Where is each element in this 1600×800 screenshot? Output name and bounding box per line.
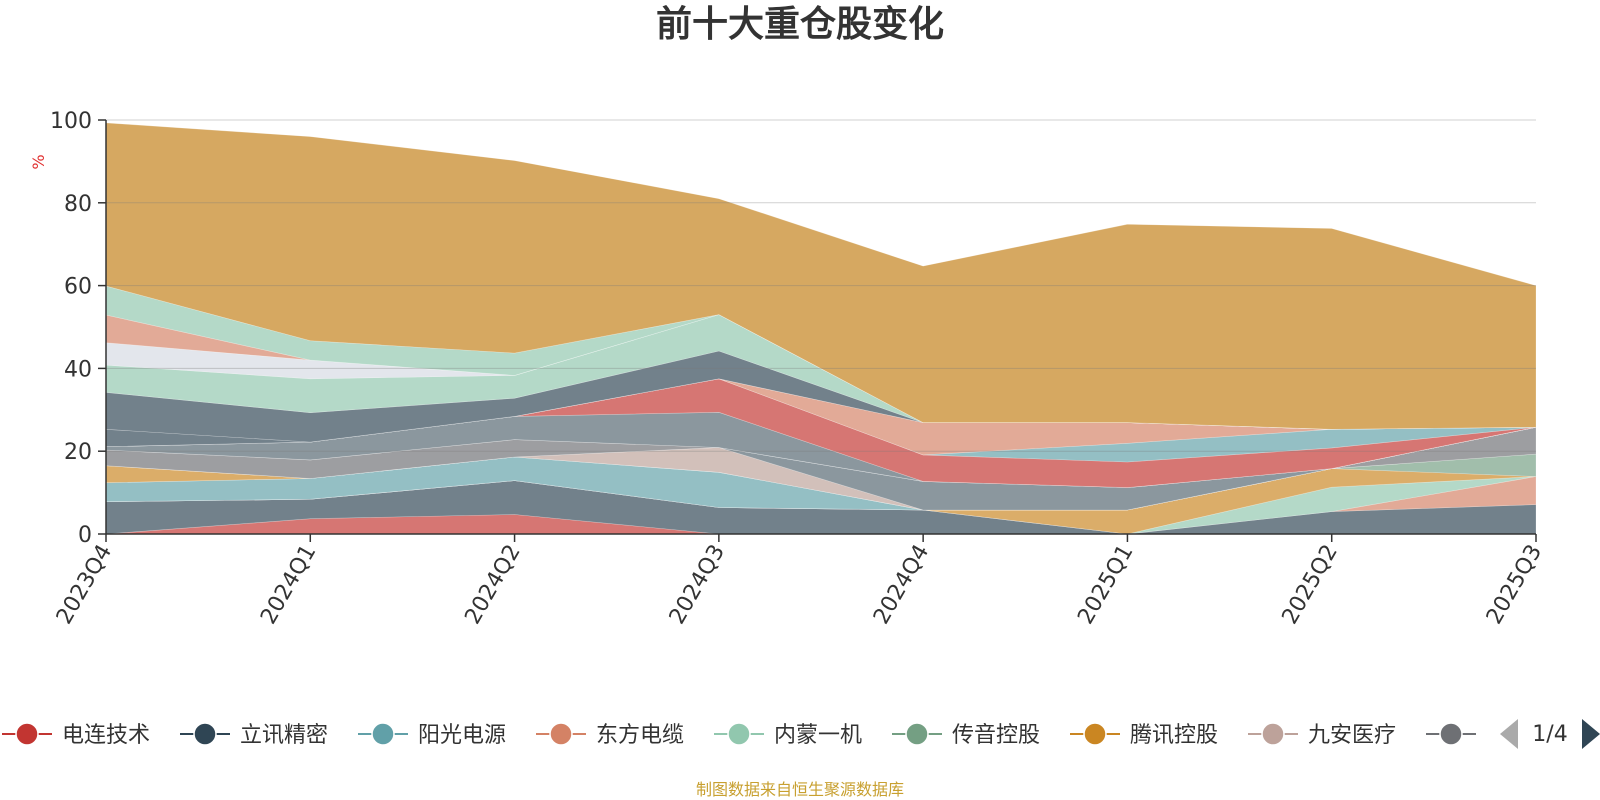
data-source-note: 制图数据来自恒生聚源数据库 [696, 780, 904, 799]
legend-marker-icon [193, 722, 217, 746]
legend-label: 腾讯控股 [1130, 723, 1218, 748]
legend-item-2[interactable]: 阳光电源 [358, 722, 506, 748]
legend-label: 立讯精密 [240, 723, 328, 748]
legend-marker-icon [905, 722, 929, 746]
y-axis-unit-label: % [29, 154, 48, 169]
legend-pager: 1/4 [1500, 719, 1600, 749]
grid-lines [106, 119, 1536, 452]
legend-marker-icon [727, 722, 751, 746]
legend-item-6[interactable]: 腾讯控股 [1070, 722, 1218, 748]
legend-marker-icon [1083, 722, 1107, 746]
y-tick-label-2: 40 [64, 357, 92, 382]
area-series-23 [105, 122, 1537, 430]
x-tick-label-3: 2024Q3 [665, 541, 730, 629]
legend-item-1[interactable]: 立讯精密 [180, 722, 328, 748]
x-tick-label-5: 2025Q1 [1073, 541, 1138, 629]
x-tick-label-7: 2025Q3 [1482, 541, 1547, 629]
y-tick-label-5: 100 [50, 109, 92, 134]
x-tick-label-1: 2024Q1 [256, 541, 321, 629]
legend-page-indicator: 1/4 [1532, 722, 1567, 747]
legend-item-0[interactable]: 电连技术 [2, 722, 150, 748]
legend-next-arrow-icon[interactable] [1582, 719, 1600, 749]
area-series-group [105, 122, 1537, 535]
x-tick-label-6: 2025Q2 [1278, 541, 1343, 629]
y-tick-label-4: 80 [64, 192, 92, 217]
x-tick-label-4: 2024Q4 [869, 541, 934, 629]
x-tick-label-2: 2024Q2 [460, 541, 525, 629]
legend-marker-icon [1261, 722, 1285, 746]
legend-item-8[interactable]: 汇 [1426, 722, 1508, 748]
legend-item-3[interactable]: 东方电缆 [536, 722, 684, 748]
legend-label: 电连技术 [62, 723, 150, 748]
legend-item-7[interactable]: 九安医疗 [1248, 722, 1396, 748]
y-tick-label-1: 20 [64, 440, 92, 465]
legend-item-5[interactable]: 传音控股 [892, 722, 1040, 748]
y-tick-label-3: 60 [64, 275, 92, 300]
legend-label: 内蒙一机 [774, 723, 862, 748]
legend-label: 传音控股 [952, 723, 1040, 748]
legend-label: 东方电缆 [596, 723, 684, 748]
legend: 电连技术 立讯精密 阳光电源 东方电缆 内蒙一机 传音控股 腾讯控股 九安医疗 汇 [2, 722, 1508, 748]
legend-prev-arrow-icon[interactable] [1500, 719, 1518, 749]
x-tick-label-0: 2023Q4 [52, 541, 117, 629]
legend-label: 九安医疗 [1308, 723, 1396, 748]
legend-marker-icon [371, 722, 395, 746]
legend-marker-icon [1439, 722, 1463, 746]
y-tick-label-0: 0 [78, 523, 92, 548]
legend-item-4[interactable]: 内蒙一机 [714, 722, 862, 748]
legend-label: 阳光电源 [418, 723, 506, 748]
chart-title: 前十大重仓股变化 [656, 3, 944, 45]
legend-marker-icon [15, 722, 39, 746]
legend-marker-icon [549, 722, 573, 746]
